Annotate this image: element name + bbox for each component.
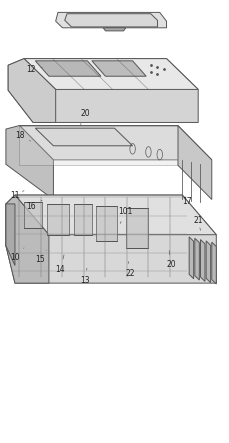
Polygon shape [195,238,199,280]
Polygon shape [6,195,49,283]
Polygon shape [92,61,146,76]
Polygon shape [178,125,212,199]
Text: 13: 13 [80,268,90,284]
Polygon shape [8,58,56,122]
Text: 17: 17 [182,197,192,206]
Text: 101: 101 [119,207,133,223]
Text: 21: 21 [194,216,203,230]
Polygon shape [126,208,148,248]
Polygon shape [6,204,15,265]
Polygon shape [35,61,101,76]
Polygon shape [56,12,166,28]
Text: 15: 15 [35,250,47,264]
Polygon shape [103,28,126,31]
Polygon shape [24,202,42,228]
Polygon shape [24,58,198,89]
Polygon shape [19,125,178,165]
Polygon shape [189,237,194,279]
Text: 14: 14 [55,255,65,273]
Text: 10: 10 [10,248,24,262]
Polygon shape [8,58,198,122]
Polygon shape [74,204,92,235]
Polygon shape [65,14,158,27]
Polygon shape [6,125,53,199]
Text: 12: 12 [26,65,42,74]
Text: 16: 16 [26,200,42,210]
Polygon shape [15,195,216,235]
Text: 18: 18 [15,131,30,141]
Polygon shape [96,206,117,241]
Text: 20: 20 [80,109,90,124]
Text: 11: 11 [10,190,24,200]
Polygon shape [19,125,212,160]
Polygon shape [47,204,69,235]
Text: 22: 22 [125,262,135,278]
Polygon shape [200,240,205,281]
Polygon shape [212,242,216,284]
Polygon shape [6,195,216,283]
Polygon shape [206,241,211,283]
Text: 20: 20 [166,251,176,269]
Polygon shape [35,128,133,146]
